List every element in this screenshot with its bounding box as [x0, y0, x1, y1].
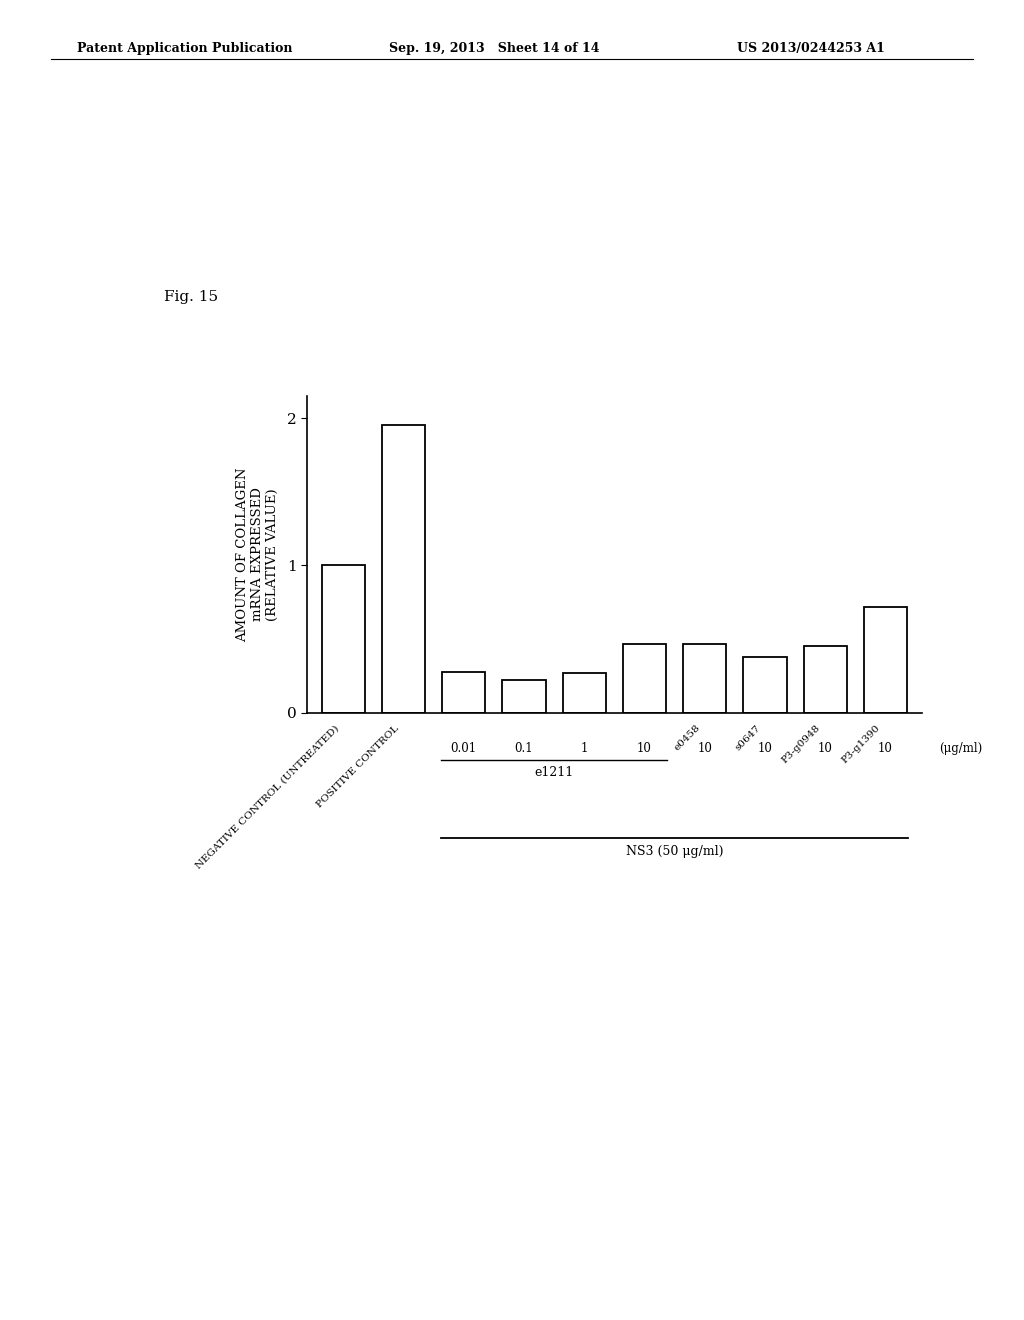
Text: Patent Application Publication: Patent Application Publication	[77, 42, 292, 55]
Bar	[562, 673, 606, 713]
Text: US 2013/0244253 A1: US 2013/0244253 A1	[737, 42, 885, 55]
Text: 10: 10	[758, 742, 772, 755]
Text: e1211: e1211	[535, 766, 573, 779]
Bar	[804, 647, 847, 713]
Bar	[743, 657, 786, 713]
Bar	[503, 680, 546, 713]
Bar	[442, 672, 485, 713]
Text: 10: 10	[697, 742, 712, 755]
Text: 10: 10	[878, 742, 893, 755]
Text: P3-g0948: P3-g0948	[780, 723, 822, 766]
Text: Sep. 19, 2013   Sheet 14 of 14: Sep. 19, 2013 Sheet 14 of 14	[389, 42, 600, 55]
Text: 10: 10	[637, 742, 652, 755]
Text: NEGATIVE CONTROL (UNTREATED): NEGATIVE CONTROL (UNTREATED)	[194, 723, 340, 870]
Text: e0458: e0458	[672, 723, 701, 752]
Text: 0.1: 0.1	[515, 742, 534, 755]
Y-axis label: AMOUNT OF COLLAGEN
mRNA EXPRESSED
(RELATIVE VALUE): AMOUNT OF COLLAGEN mRNA EXPRESSED (RELAT…	[236, 467, 279, 642]
Bar	[864, 607, 907, 713]
Text: 1: 1	[581, 742, 588, 755]
Text: s0647: s0647	[733, 723, 762, 752]
Text: 0.01: 0.01	[451, 742, 477, 755]
Bar	[322, 565, 365, 713]
Text: Fig. 15: Fig. 15	[164, 290, 218, 305]
Bar	[683, 644, 726, 713]
Text: (μg/ml): (μg/ml)	[939, 742, 982, 755]
Text: P3-g1390: P3-g1390	[841, 723, 883, 766]
Text: 10: 10	[818, 742, 833, 755]
Bar	[623, 644, 667, 713]
Text: NS3 (50 μg/ml): NS3 (50 μg/ml)	[626, 845, 723, 858]
Bar	[382, 425, 425, 713]
Text: POSITIVE CONTROL: POSITIVE CONTROL	[314, 723, 400, 809]
